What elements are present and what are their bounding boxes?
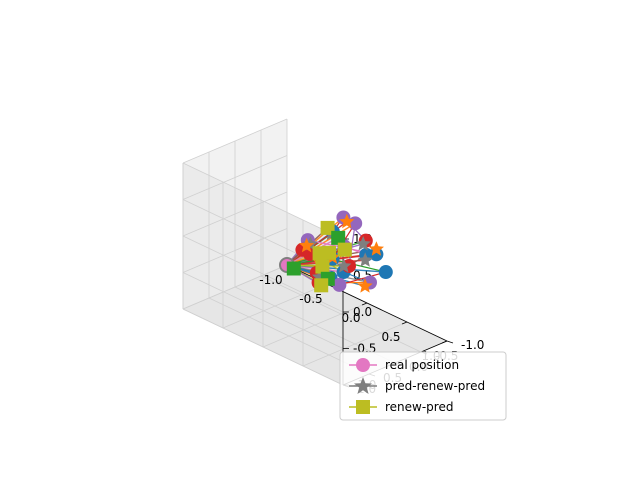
pred-renew-pred-point (339, 213, 355, 229)
real-position-point (378, 265, 393, 280)
legend-entry-renew-pred: renew-pred (349, 400, 453, 414)
x-tick-label: -1.0 (259, 273, 282, 287)
markers (286, 210, 393, 293)
legend-label-renew-pred: renew-pred (385, 400, 453, 414)
pred-renew-pred-point (336, 258, 352, 273)
x-tick-mark (361, 302, 368, 306)
legend-label-real-position: real position (385, 358, 459, 372)
grid-line (234, 286, 396, 364)
legend-square-marker-icon (356, 400, 370, 414)
z-tick-label: 0.0 (353, 305, 372, 319)
pred-renew-pred-point (368, 241, 384, 256)
renew-pred-point (312, 246, 327, 261)
grid-line (182, 191, 288, 237)
grid-line (302, 321, 408, 367)
legend-entry-pred-renew-pred: pred-renew-pred (349, 377, 485, 394)
pred-renew-pred-point (357, 252, 373, 267)
legend-frame (339, 351, 507, 421)
renew-pred-point (315, 259, 330, 274)
x-tick-mark (401, 321, 408, 325)
pred-renew-pred-point (357, 278, 373, 293)
grid-line (182, 162, 344, 240)
legend: real position pred-renew-pred renew-pred (339, 351, 507, 421)
x-tick-label: 0.5 (381, 330, 400, 344)
grid-line (182, 235, 344, 313)
renew-pred-point (286, 261, 301, 276)
trajectory-segment (348, 223, 356, 267)
legend-entry-real-position: real position (349, 358, 459, 372)
hub-line (286, 222, 356, 266)
legend-circle-marker-icon (356, 358, 370, 372)
renew-pred-point (320, 220, 335, 235)
pred-renew-pred-point (355, 236, 371, 251)
grid-line (182, 155, 288, 200)
renew-pred-point (331, 230, 346, 245)
renew-pred-point (337, 242, 352, 257)
renew-pred-point (314, 278, 329, 293)
legend-star-marker-icon (354, 377, 372, 394)
trajectory-segment (339, 271, 386, 286)
y-tick-mark (446, 340, 454, 344)
x-tick-label: 0.0 (341, 311, 360, 325)
x-tick-mark (441, 340, 448, 344)
y-tick-label: -1.0 (461, 338, 484, 352)
legend-label-pred-renew-pred: pred-renew-pred (385, 379, 485, 393)
pred-renew-pred-point (299, 237, 315, 253)
data-series (279, 210, 393, 293)
x-tick-label: -0.5 (299, 292, 322, 306)
grid-line (182, 118, 288, 164)
real-position-point (332, 277, 347, 292)
grid-line (182, 308, 344, 386)
